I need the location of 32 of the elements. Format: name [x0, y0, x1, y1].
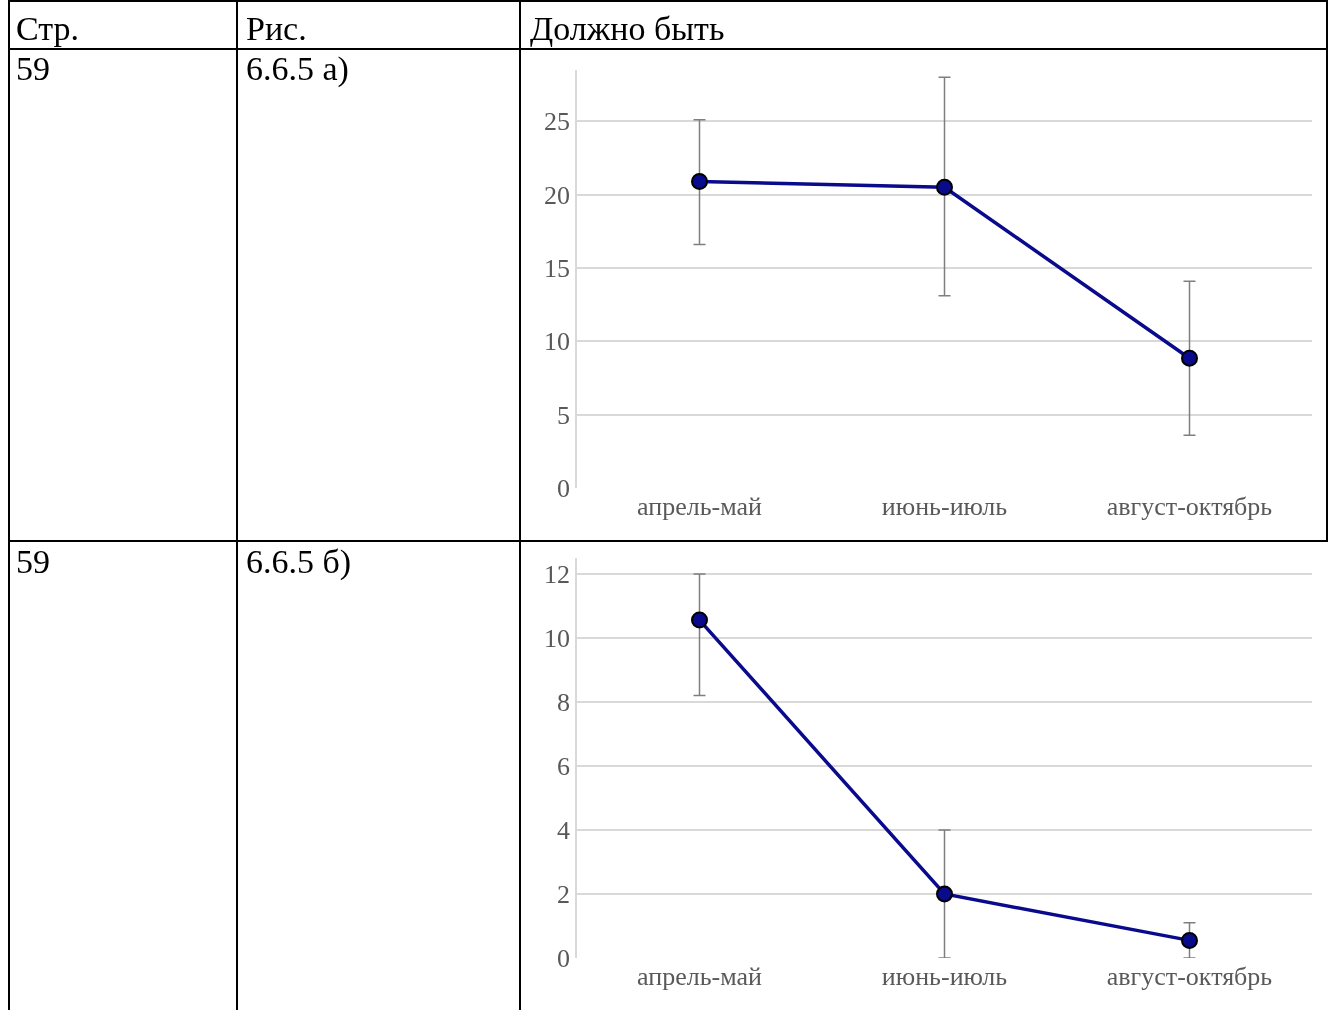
- x-tick-label: июнь-июль: [881, 492, 1008, 521]
- x-tick-label: август-октябрь: [1106, 492, 1273, 521]
- point: [1181, 931, 1198, 949]
- point: [691, 611, 708, 629]
- y-tick-label: 15: [544, 254, 571, 284]
- y-tick-label: 20: [544, 180, 571, 210]
- y-tick-label: 5: [557, 400, 571, 430]
- point: [691, 172, 708, 190]
- text: Стр.: [16, 10, 80, 47]
- y-tick-label: 25: [544, 107, 571, 137]
- y-tick-label: 6: [557, 752, 571, 782]
- point: [936, 178, 953, 196]
- x-tick-label: июнь-июль: [881, 962, 1008, 991]
- y-tick-label: 2: [557, 880, 571, 910]
- text: Должно быть: [530, 10, 725, 47]
- text: 6.6.5 а): [246, 50, 349, 87]
- y-tick-label: 10: [544, 624, 571, 654]
- x-tick-label: август-октябрь: [1106, 962, 1273, 991]
- y-tick-label: 4: [557, 816, 571, 846]
- point: [936, 885, 953, 903]
- text: Рис.: [246, 10, 307, 47]
- text: 6.6.5 б): [246, 543, 352, 580]
- y-tick-label: 0: [557, 944, 571, 974]
- text: 59: [16, 50, 50, 87]
- text: 59: [16, 543, 50, 580]
- y-tick-label: 10: [544, 327, 571, 357]
- y-tick-label: 0: [557, 474, 571, 504]
- y-tick-label: 8: [557, 688, 571, 718]
- x-tick-label: апрель-май: [637, 962, 763, 991]
- point: [1181, 349, 1198, 367]
- y-tick-label: 12: [544, 560, 571, 590]
- x-tick-label: апрель-май: [637, 492, 763, 521]
